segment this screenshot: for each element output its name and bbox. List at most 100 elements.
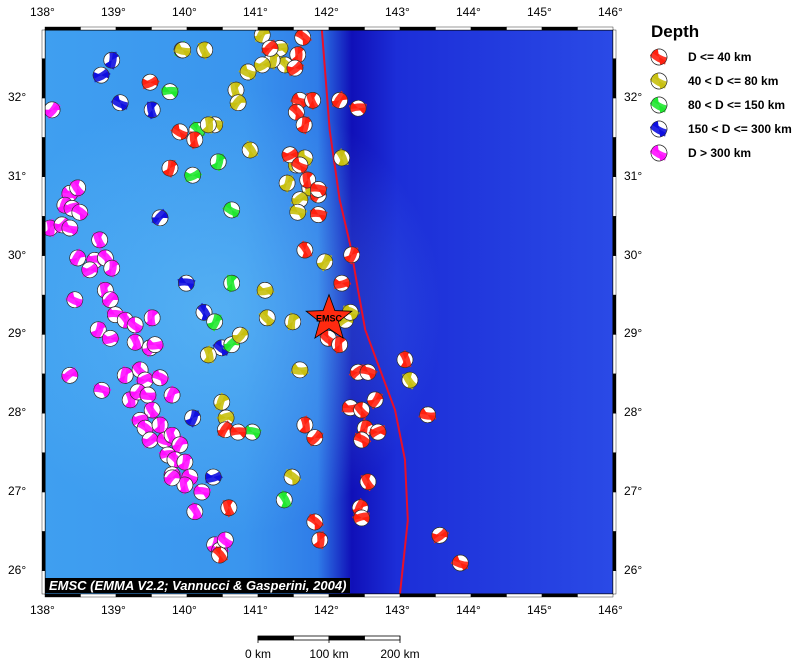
legend-item: D <= 40 km xyxy=(650,47,751,67)
legend-beachball xyxy=(650,96,668,114)
plate-boundary-line xyxy=(320,30,409,594)
lon-tick-label-bottom: 146° xyxy=(598,603,623,617)
earthquake-intermediate xyxy=(284,312,302,331)
earthquake-shallow xyxy=(161,159,179,178)
earthquake-ultra-deep xyxy=(171,435,189,454)
earthquake-very-deep xyxy=(151,208,169,227)
earthquake-ultra-deep xyxy=(116,365,134,384)
earthquake-intermediate xyxy=(401,371,419,390)
earthquake-ultra-deep xyxy=(69,248,86,267)
earthquake-deep xyxy=(275,490,293,509)
lon-tick-label-top: 139° xyxy=(101,5,126,19)
lon-tick-label-top: 146° xyxy=(598,5,623,19)
earthquake-shallow xyxy=(304,92,321,111)
earthquake-intermediate xyxy=(283,468,302,486)
earthquake-deep xyxy=(223,274,241,293)
earthquake-intermediate xyxy=(200,345,217,364)
earthquake-shallow xyxy=(299,171,317,190)
legend-beachball xyxy=(650,144,668,162)
lon-tick-label-bottom: 139° xyxy=(101,603,126,617)
earthquake-intermediate xyxy=(200,115,217,134)
lat-tick-label-right: 26° xyxy=(624,562,643,577)
beachball-icon xyxy=(650,48,668,66)
earthquake-shallow xyxy=(353,431,372,449)
lon-tick-label-bottom: 144° xyxy=(456,603,481,617)
lon-tick-label-top: 141° xyxy=(243,5,268,19)
lat-tick-label-right: 28° xyxy=(624,405,643,420)
earthquake-ultra-deep xyxy=(151,415,169,435)
lon-tick-label-bottom: 142° xyxy=(314,603,339,617)
earthquake-intermediate xyxy=(253,56,272,74)
lat-tick-label-left: 28° xyxy=(8,405,27,420)
earthquake-intermediate xyxy=(173,41,192,59)
lat-tick-label-right: 32° xyxy=(624,90,643,104)
earthquake-ultra-deep xyxy=(89,321,107,340)
lon-tick-label-bottom: 141° xyxy=(243,603,268,617)
lon-tick-label-bottom: 145° xyxy=(527,603,552,617)
earthquake-shallow xyxy=(295,116,313,135)
earthquake-shallow xyxy=(352,509,370,527)
earthquake-shallow xyxy=(368,423,387,441)
scale-bar-segment xyxy=(293,635,330,641)
earthquake-ultra-deep xyxy=(186,502,204,521)
legend-label: 150 < D <= 300 km xyxy=(688,122,792,136)
earthquake-ultra-deep xyxy=(176,476,194,495)
earthquake-ultra-deep xyxy=(163,385,181,404)
earthquake-shallow xyxy=(311,531,329,550)
earthquake-ultra-deep xyxy=(163,468,181,487)
legend-label: D <= 40 km xyxy=(688,50,752,64)
earthquake-ultra-deep xyxy=(138,386,157,404)
earthquake-very-deep xyxy=(184,409,201,428)
earthquake-shallow xyxy=(261,39,279,57)
lat-tick-label-right: 30° xyxy=(624,247,643,262)
scale-bar-segment xyxy=(257,635,294,641)
lat-tick-label-right: 31° xyxy=(624,168,643,183)
lon-tick-label-top: 143° xyxy=(385,5,410,19)
earthquake-ultra-deep xyxy=(193,483,212,501)
earthquake-shallow xyxy=(281,146,300,164)
lat-tick-label-left: 26° xyxy=(8,562,27,577)
earthquake-intermediate xyxy=(316,253,334,272)
scale-label-200: 200 km xyxy=(380,647,420,661)
lon-tick-label-bottom: 138° xyxy=(30,603,55,617)
earthquake-shallow xyxy=(331,335,348,354)
lon-tick-label-top: 140° xyxy=(172,5,197,19)
lon-tick-label-top: 144° xyxy=(456,5,481,19)
earthquake-shallow xyxy=(286,59,305,77)
earthquake-shallow xyxy=(294,30,313,46)
lon-tick-label-bottom: 140° xyxy=(172,603,197,617)
earthquake-ultra-deep xyxy=(103,259,121,278)
earthquake-deep xyxy=(160,83,179,100)
legend-beachball xyxy=(650,72,668,90)
earthquake-intermediate xyxy=(231,326,249,345)
earthquake-intermediate xyxy=(238,63,257,81)
earthquake-shallow xyxy=(306,429,324,447)
earthquake-ultra-deep xyxy=(143,308,161,327)
legend-beachball xyxy=(650,48,668,66)
earthquake-shallow xyxy=(333,274,352,292)
legend-title: Depth xyxy=(651,22,700,41)
lat-tick-label-left: 29° xyxy=(8,326,27,341)
legend-label: D > 300 km xyxy=(688,146,752,160)
earthquake-ultra-deep xyxy=(143,401,161,420)
earthquake-ultra-deep xyxy=(45,101,61,119)
lat-tick-label-left: 32° xyxy=(8,90,27,104)
earthquake-ultra-deep xyxy=(176,453,194,472)
earthquake-shallow xyxy=(359,473,377,492)
lon-tick-label-top: 145° xyxy=(527,5,552,19)
earthquake-ultra-deep xyxy=(65,291,84,309)
earthquake-shallow xyxy=(396,349,414,368)
earthquake-intermediate xyxy=(241,140,259,159)
earthquake-shallow xyxy=(431,527,450,544)
beachball-icon xyxy=(650,120,668,138)
earthquake-ultra-deep xyxy=(71,203,90,221)
scale-label-0: 0 km xyxy=(244,647,272,661)
earthquake-shallow xyxy=(348,99,367,117)
earthquake-shallow xyxy=(296,240,314,259)
earthquake-shallow xyxy=(228,423,247,441)
earthquake-very-deep xyxy=(143,101,161,120)
earthquake-intermediate xyxy=(278,174,296,193)
earthquake-ultra-deep xyxy=(69,179,86,198)
earthquake-shallow xyxy=(309,206,328,223)
lat-tick-label-left: 31° xyxy=(8,168,27,183)
